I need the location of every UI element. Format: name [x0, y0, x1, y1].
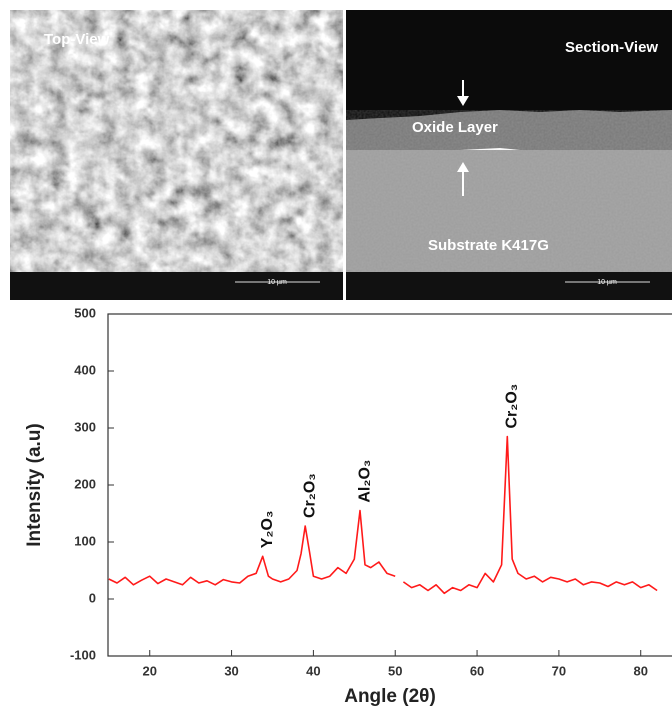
resin	[346, 10, 672, 120]
y-tick-label: 300	[74, 419, 96, 434]
y-tick-label: 200	[74, 476, 96, 491]
image-label: Section-View	[565, 39, 658, 56]
y-tick-label: 0	[89, 590, 96, 605]
x-tick-label: 60	[470, 663, 484, 678]
peak-label: Cr₂O₃	[504, 384, 521, 429]
y-tick-label: 500	[74, 305, 96, 320]
layer-label: Oxide Layer	[412, 119, 498, 136]
scale-text: 10 µm	[597, 279, 617, 286]
grain	[346, 110, 672, 272]
arrow-head	[457, 162, 469, 172]
scale-text: 10 µm	[267, 279, 287, 286]
xrd-line	[108, 435, 658, 595]
sem-texture	[10, 10, 343, 272]
scale-strip	[10, 272, 343, 300]
peak-label: Y₂O₃	[259, 511, 276, 549]
image-label: Top-View	[44, 31, 110, 48]
top-view-image: 10 µm Top-View	[10, 10, 343, 300]
x-tick-label: 80	[633, 663, 647, 678]
substrate-label: Substrate K417G	[428, 237, 549, 254]
chart: Intensity (a.u) Angle (2θ) -100 0 100 200 30…	[24, 305, 672, 707]
x-axis-label: Angle (2θ)	[344, 686, 436, 707]
y-tick-label: 400	[74, 362, 96, 377]
y-tick-label: -100	[70, 647, 96, 662]
peak-label: Cr₂O₃	[301, 473, 318, 518]
x-tick-label: 20	[142, 663, 156, 678]
x-tick-label: 70	[552, 663, 566, 678]
arrow-head	[457, 96, 469, 106]
y-axis-label: Intensity (a.u)	[24, 423, 45, 547]
x-tick-label: 40	[306, 663, 320, 678]
scale-strip	[346, 272, 672, 300]
x-tick-label: 50	[388, 663, 402, 678]
peak-label: Al₂O₃	[356, 460, 373, 503]
x-tick-label: 30	[224, 663, 238, 678]
y-tick-label: 100	[74, 533, 96, 548]
section-view-image: 10 µm Section-View Oxide Layer Substrate…	[346, 10, 672, 300]
plot-frame	[107, 313, 672, 657]
